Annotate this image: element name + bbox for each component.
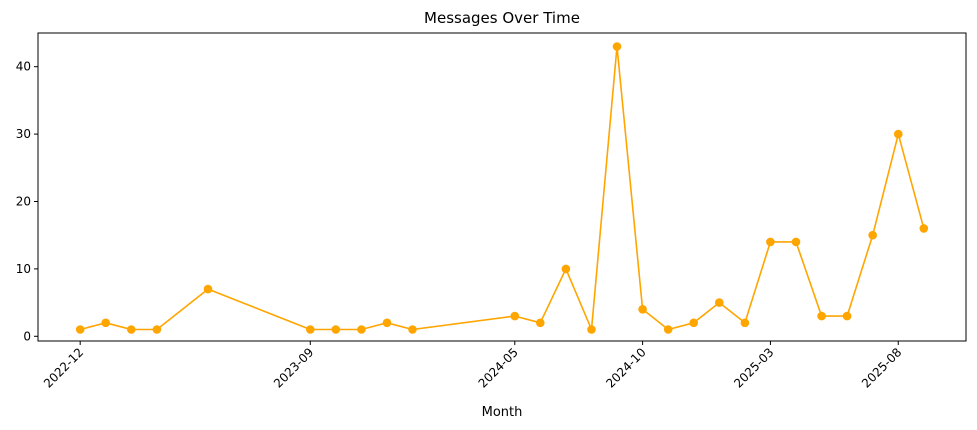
- x-tick-label: 2023-09: [271, 345, 316, 390]
- series-layer: [76, 42, 928, 334]
- data-point: [153, 325, 162, 334]
- plot-frame: [38, 33, 966, 341]
- data-point: [306, 325, 315, 334]
- chart-title: Messages Over Time: [424, 9, 580, 27]
- y-tick-label: 0: [23, 329, 31, 343]
- data-point: [894, 130, 903, 139]
- data-point: [664, 325, 673, 334]
- data-point: [715, 298, 724, 307]
- data-point: [613, 42, 622, 51]
- x-tick-label: 2025-08: [859, 345, 904, 390]
- data-point: [920, 224, 929, 233]
- data-point: [127, 325, 136, 334]
- data-point: [817, 312, 826, 321]
- y-tick-label: 30: [16, 127, 31, 141]
- data-point: [587, 325, 596, 334]
- x-axis-title: Month: [482, 405, 523, 420]
- data-point: [843, 312, 852, 321]
- y-tick-label: 40: [16, 60, 31, 74]
- data-point: [204, 285, 213, 294]
- data-point: [511, 312, 520, 321]
- data-point: [101, 319, 110, 328]
- data-point: [792, 238, 801, 247]
- y-tick-label: 20: [16, 194, 31, 208]
- data-point: [383, 319, 392, 328]
- x-tick-label: 2024-05: [476, 345, 521, 390]
- x-axis: 2022-12 2023-09 2024-05 2024-10 2025-03 2025-…: [41, 341, 904, 391]
- data-point: [76, 325, 85, 334]
- data-point: [766, 238, 775, 247]
- x-tick-label: 2025-03: [731, 345, 776, 390]
- data-point: [562, 265, 571, 274]
- data-point: [689, 319, 698, 328]
- data-point: [408, 325, 417, 334]
- data-point: [357, 325, 366, 334]
- y-tick-label: 10: [16, 262, 31, 276]
- x-tick-label: 2024-10: [603, 345, 648, 390]
- data-point: [332, 325, 341, 334]
- data-point: [536, 319, 545, 328]
- y-axis: 0 10 20 30 40: [16, 60, 38, 344]
- x-tick-label: 2022-12: [41, 345, 86, 390]
- data-point: [741, 319, 750, 328]
- data-point: [638, 305, 647, 314]
- data-point: [868, 231, 877, 240]
